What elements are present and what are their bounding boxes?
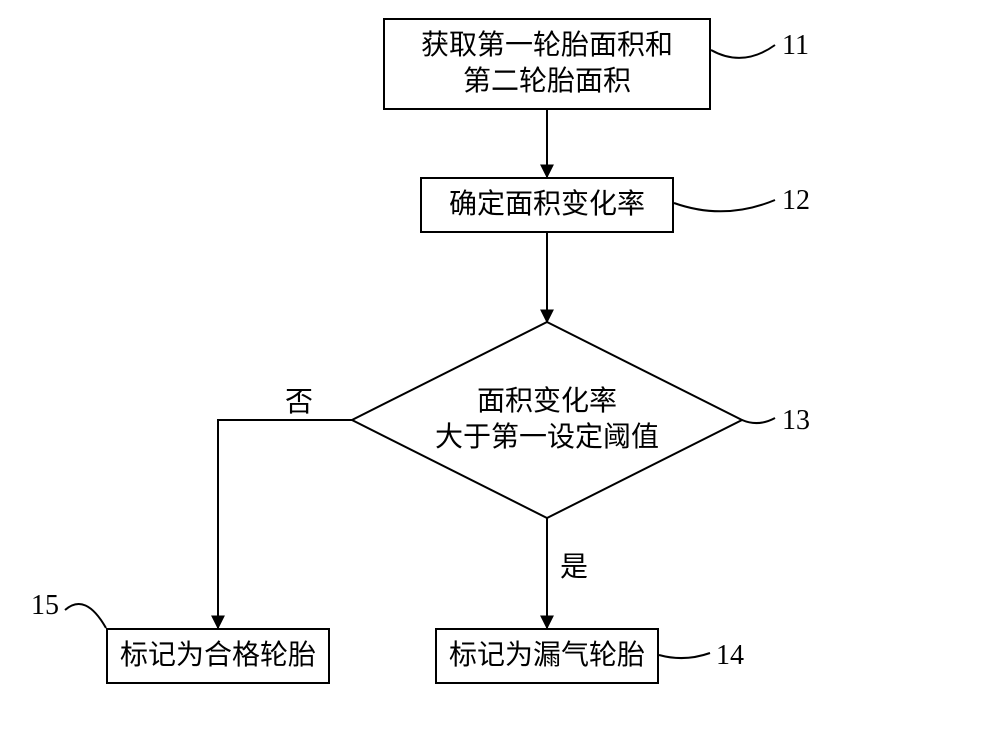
- edge-label: 否: [285, 380, 313, 420]
- rect-node: 确定面积变化率: [420, 177, 674, 233]
- node-number-label: 14: [716, 640, 744, 672]
- diamond-node: 面积变化率 大于第一设定阈值: [352, 322, 742, 518]
- node-number-label: 11: [782, 30, 809, 62]
- node-text: 面积变化率 大于第一设定阈值: [435, 384, 659, 457]
- node-text: 标记为合格轮胎: [120, 638, 316, 674]
- rect-node: 获取第一轮胎面积和 第二轮胎面积: [383, 18, 711, 110]
- edge-label: 是: [560, 545, 588, 585]
- rect-node: 标记为漏气轮胎: [435, 628, 659, 684]
- node-number-label: 15: [31, 590, 59, 622]
- node-number-label: 12: [782, 185, 810, 217]
- node-text: 标记为漏气轮胎: [449, 638, 645, 674]
- rect-node: 标记为合格轮胎: [106, 628, 330, 684]
- node-text: 确定面积变化率: [449, 187, 645, 223]
- node-number-label: 13: [782, 405, 810, 437]
- node-text: 获取第一轮胎面积和 第二轮胎面积: [421, 28, 673, 101]
